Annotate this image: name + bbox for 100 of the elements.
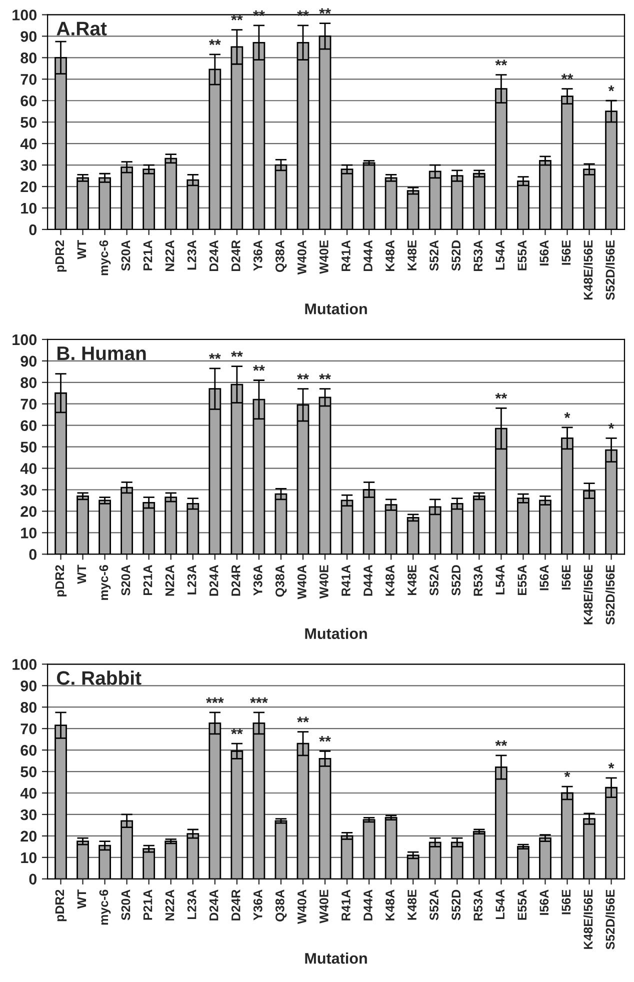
x-tick-label: K48A <box>386 564 394 596</box>
x-tick-label: pDR2 <box>55 240 67 272</box>
data-label: ** <box>495 60 508 66</box>
data-label: ** <box>319 736 331 742</box>
x-tick-label: I56A <box>540 890 549 915</box>
data-label: * <box>564 412 570 418</box>
data-label: ** <box>495 393 508 399</box>
chart-title: C. Rabbit <box>57 670 142 685</box>
x-tick-label: I56E <box>562 565 571 590</box>
y-tick-label: 80 <box>20 377 37 388</box>
x-tick-label: S52D/I56E <box>605 890 615 950</box>
x-tick-label: I56E <box>562 240 571 265</box>
x-tick-label: myc-6 <box>99 890 111 925</box>
y-tick-label: 60 <box>20 420 37 432</box>
data-label: * <box>564 771 570 778</box>
chart-title: A.Rat <box>56 22 107 36</box>
x-tick-label: S52D <box>452 890 460 920</box>
x-tick-label: WT <box>77 564 86 584</box>
y-tick-label: 40 <box>20 463 37 474</box>
y-tick-label: 80 <box>20 702 37 713</box>
y-tick-label: 70 <box>20 74 37 85</box>
x-tick-label: P21A <box>143 890 152 920</box>
data-label: ** <box>297 716 309 722</box>
y-tick-label: 90 <box>20 680 37 692</box>
x-tick-label: S20A <box>121 564 130 596</box>
x-tick-label: K48E/I56E <box>583 240 593 300</box>
y-tick-label: 20 <box>20 830 37 842</box>
y-tick-label: 70 <box>20 723 37 734</box>
y-tick-label: 100 <box>12 334 37 346</box>
y-tick-label: 50 <box>20 116 37 128</box>
data-label: ** <box>231 728 243 734</box>
x-tick-label: R53A <box>474 240 483 271</box>
y-tick-label: 70 <box>20 398 37 410</box>
x-tick-label: R53A <box>474 890 483 920</box>
x-tick-label: W40E <box>320 240 328 274</box>
x-tick-label: R41A <box>342 890 350 920</box>
x-tick-label: S52D/I56E <box>605 240 615 300</box>
x-tick-label: W40A <box>297 564 306 600</box>
x-tick-label: I56A <box>540 240 549 266</box>
x-tick-label: D24R <box>231 240 240 271</box>
x-tick-label: D44A <box>364 564 372 596</box>
x-tick-label: S52A <box>430 240 438 271</box>
data-label: ** <box>209 39 221 46</box>
data-label: ** <box>495 740 508 746</box>
x-tick-label: Y36A <box>253 564 262 596</box>
chart-title: B. Human <box>58 346 146 360</box>
data-label: ** <box>209 353 221 360</box>
data-label: ** <box>319 8 331 14</box>
y-tick-label: 90 <box>20 356 37 367</box>
x-tick-label: pDR2 <box>55 890 67 922</box>
y-tick-label: 20 <box>20 506 37 517</box>
data-label: ** <box>561 74 574 80</box>
x-tick-label: W40A <box>297 890 306 924</box>
x-tick-label: W40A <box>297 240 306 275</box>
y-tick-label: 80 <box>20 52 37 64</box>
x-tick-label: Y36A <box>253 890 262 920</box>
x-tick-label: P21A <box>143 240 152 270</box>
y-tick-label: 50 <box>20 766 37 778</box>
x-tick-label: Y36A <box>253 240 262 271</box>
x-tick-label: D24A <box>209 240 218 271</box>
x-tick-label: L54A <box>496 890 505 920</box>
x-tick-label: L54A <box>496 240 505 270</box>
x-tick-label: K48E/I56E <box>583 890 593 949</box>
x-tick-label: L23A <box>187 890 196 920</box>
x-tick-label: S52D <box>452 240 460 271</box>
x-tick-label: D24A <box>209 890 218 920</box>
x-tick-label: D44A <box>364 240 372 271</box>
x-tick-label: R53A <box>474 564 483 596</box>
y-tick-label: 40 <box>20 138 37 150</box>
x-tick-label: S52A <box>430 890 438 920</box>
x-tick-label: WT <box>77 240 86 260</box>
y-tick-label: 60 <box>20 95 37 106</box>
x-tick-label: W40E <box>320 890 328 924</box>
x-tick-label: K48A <box>386 240 394 271</box>
data-label: * <box>608 762 614 769</box>
y-tick-label: 90 <box>20 31 37 42</box>
x-tick-label: W40E <box>320 565 328 599</box>
x-axis-title: Mutation <box>305 303 367 314</box>
x-tick-label: D24R <box>231 890 240 920</box>
x-tick-label: P21A <box>143 564 152 596</box>
x-tick-label: L23A <box>187 240 196 270</box>
x-tick-label: myc-6 <box>99 240 111 276</box>
y-tick-label: 0 <box>29 224 37 236</box>
data-label: * <box>608 86 614 92</box>
x-tick-label: S20A <box>121 240 130 271</box>
data-label: *** <box>250 697 268 704</box>
y-tick-label: 50 <box>20 442 37 452</box>
x-tick-label: K48E <box>408 565 416 596</box>
x-tick-label: Q38A <box>275 564 287 597</box>
x-tick-label: K48E/I56E <box>583 565 593 624</box>
x-tick-label: myc-6 <box>99 565 111 600</box>
x-tick-label: N22A <box>165 240 174 271</box>
y-tick-label: 60 <box>20 744 37 756</box>
x-tick-label: E55A <box>518 240 527 270</box>
y-tick-label: 0 <box>29 874 37 885</box>
data-label: ** <box>319 374 331 380</box>
x-tick-label: WT <box>77 889 86 909</box>
data-label: ** <box>253 365 265 371</box>
x-tick-label: N22A <box>165 890 174 920</box>
x-tick-label: D44A <box>364 890 372 920</box>
